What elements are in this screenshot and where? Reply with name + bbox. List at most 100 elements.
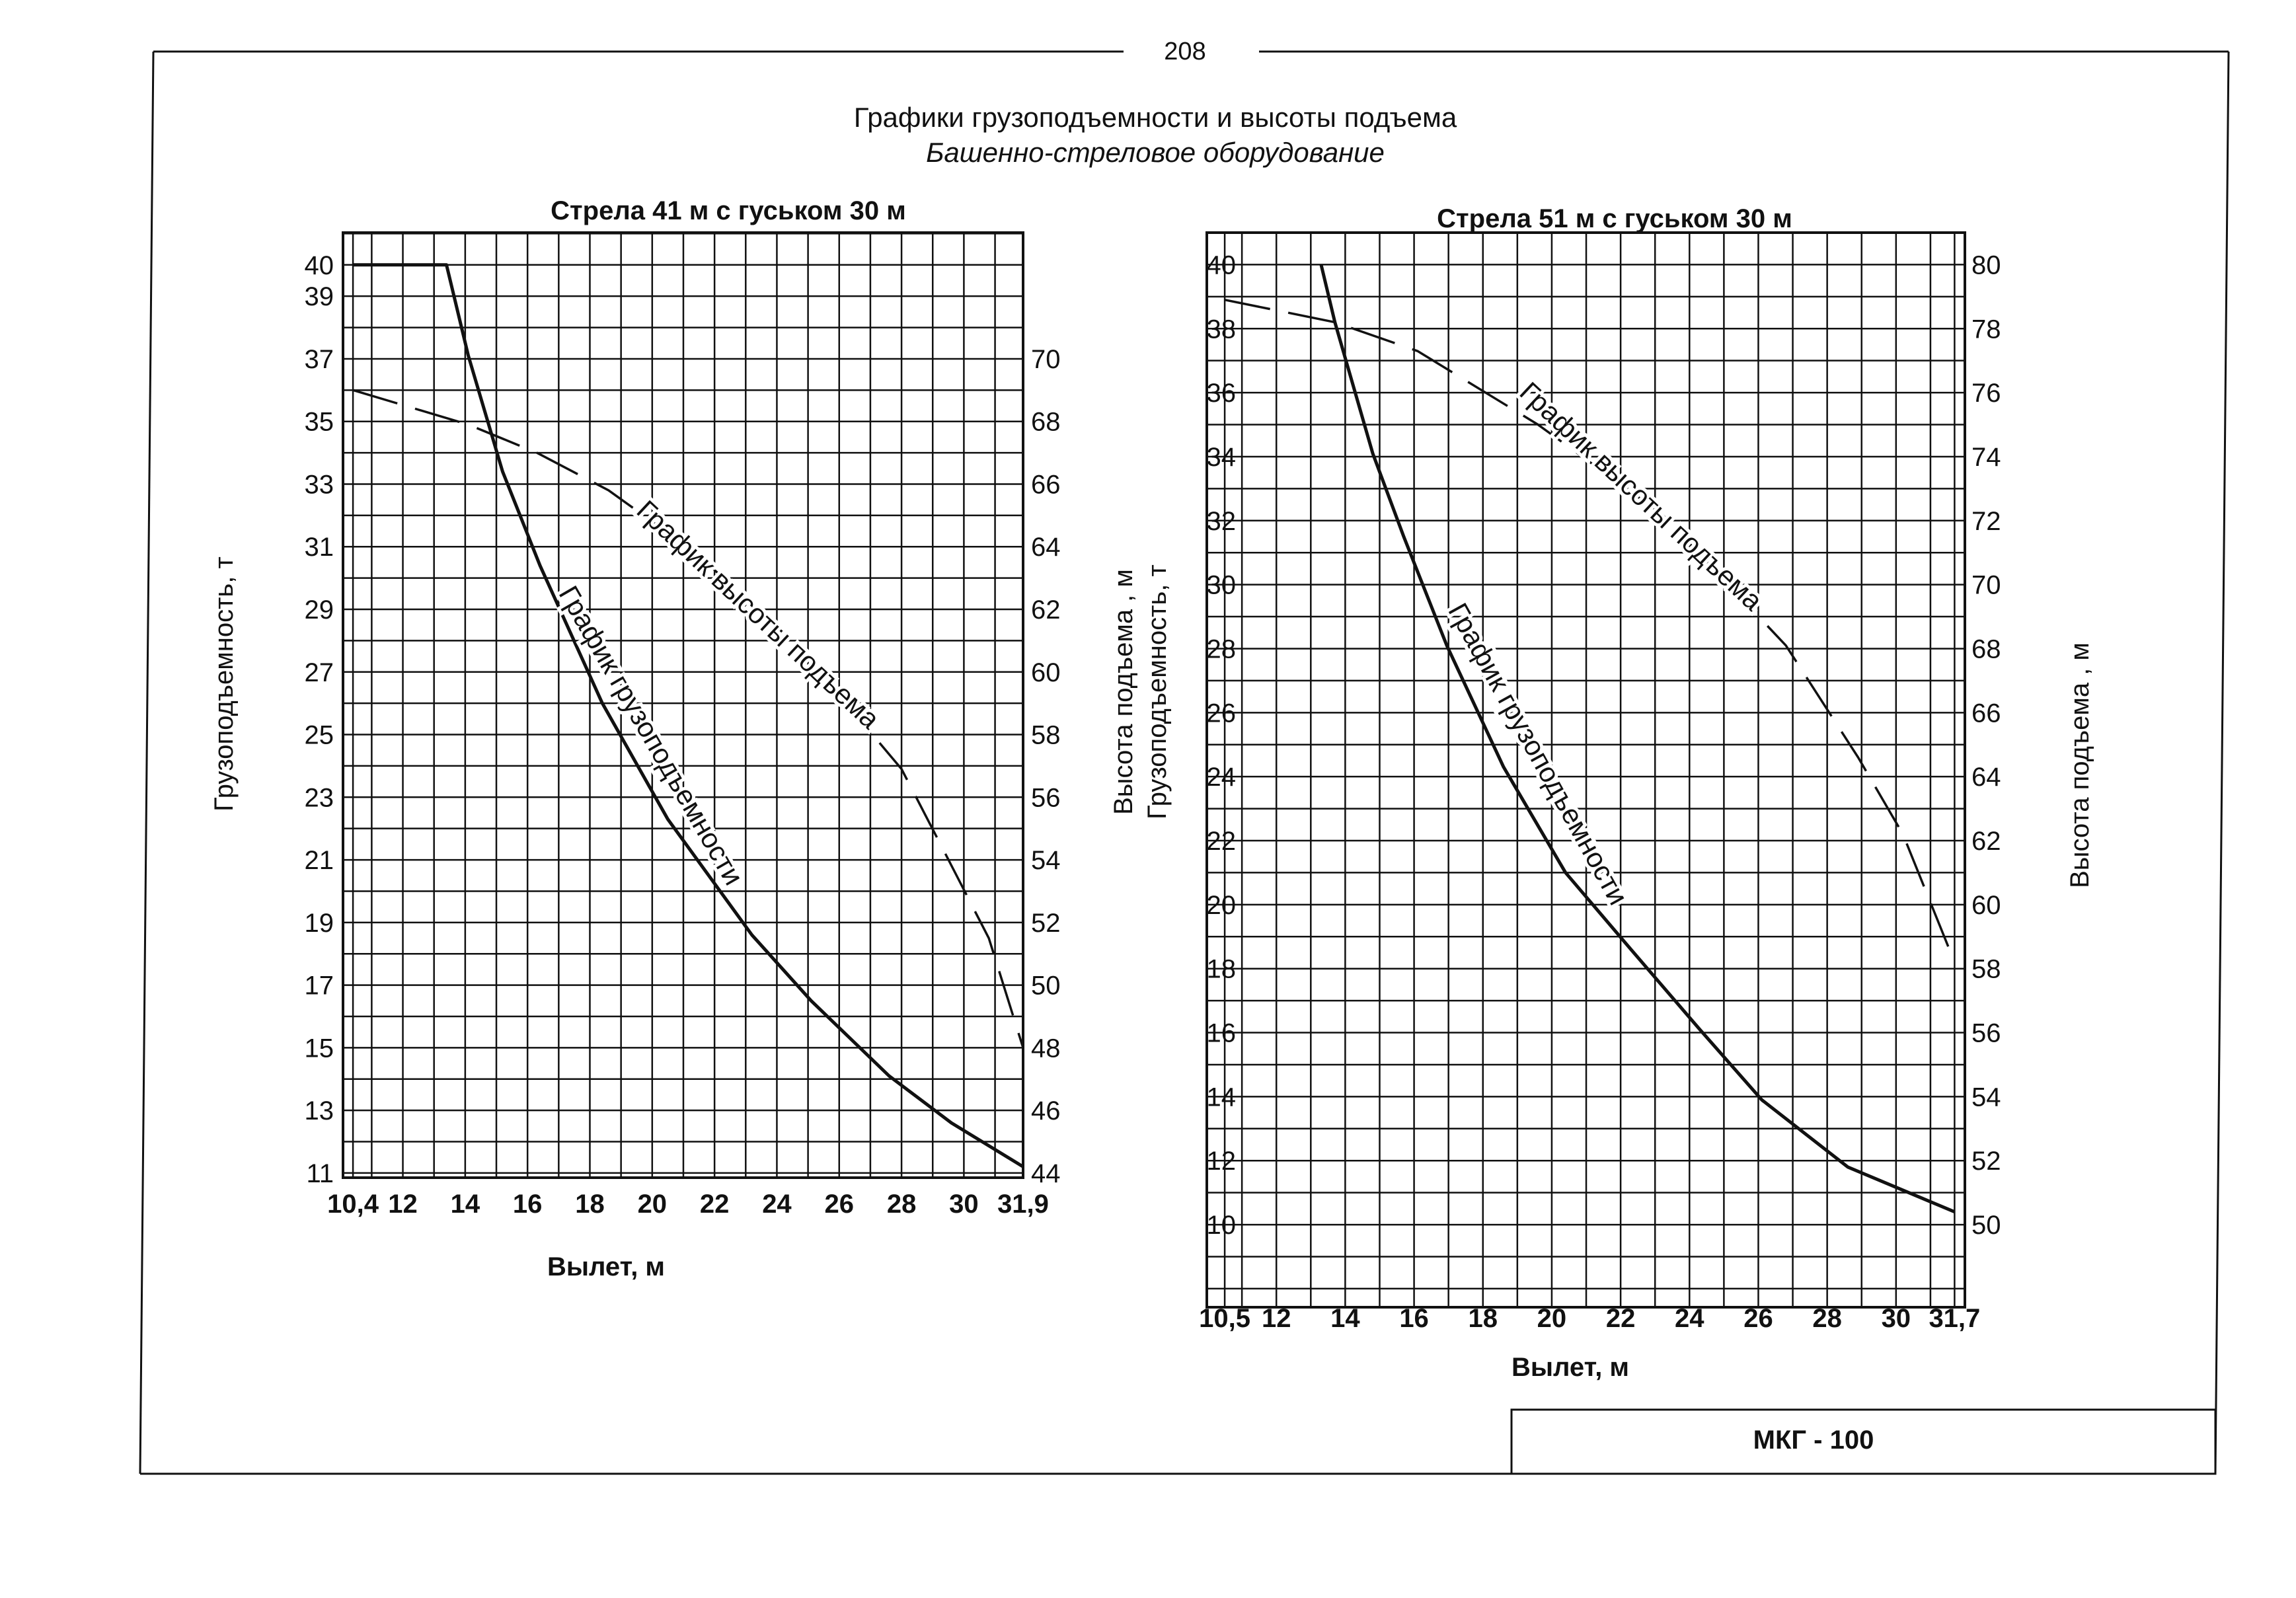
load-capacity-line: [1319, 264, 1956, 1214]
load-curve-label: График грузоподъемности: [1442, 598, 1634, 910]
y2-tick-label: 56: [1031, 783, 1061, 812]
y2-tick-label: 62: [1031, 595, 1061, 625]
y-tick-label: 18: [1207, 955, 1237, 984]
page-title: Графики грузоподъемности и высоты подъем…: [854, 102, 1457, 133]
y-tick-label: 34: [1207, 443, 1237, 472]
x-tick-label: 14: [451, 1190, 480, 1219]
lift-height-line: [1224, 298, 1956, 963]
y2-tick-label: 68: [1971, 634, 2001, 664]
y2-tick-label: 60: [1971, 891, 2001, 920]
y-tick-label: 28: [1207, 634, 1237, 664]
y-tick-label: 26: [1207, 699, 1237, 728]
y2-tick-label: 66: [1971, 699, 2001, 728]
grid: [1207, 231, 1965, 1307]
y-tick-label: 10: [1207, 1211, 1237, 1240]
x-tick-label: 18: [575, 1190, 605, 1219]
x-tick-label: 16: [513, 1190, 543, 1219]
y2-tick-label: 52: [1971, 1147, 2001, 1176]
x-tick-label: 26: [1743, 1304, 1773, 1333]
x-axis-label: Вылет, м: [547, 1252, 665, 1281]
x-tick-label: 28: [1812, 1304, 1842, 1333]
y-tick-label: 33: [305, 470, 334, 499]
x-tick-label: 22: [1606, 1304, 1636, 1333]
y-tick-label: 11: [306, 1159, 334, 1188]
y2-axis-label: Высота подъема , м: [2065, 642, 2094, 888]
x-tick-label: 16: [1399, 1304, 1429, 1333]
stamp-text: МКГ - 100: [1753, 1426, 1874, 1455]
y-axis-label: Грузоподъемность, т: [210, 556, 239, 812]
y2-tick-label: 58: [1031, 721, 1061, 750]
y-tick-label: 40: [1207, 250, 1237, 280]
y-axis-label: Грузоподъемность, т: [1143, 564, 1172, 819]
y2-tick-label: 68: [1031, 408, 1061, 437]
x-tick-label: 24: [762, 1190, 792, 1219]
y-tick-label: 14: [1207, 1083, 1237, 1112]
y-tick-label: 40: [305, 251, 334, 280]
plot-frame: [342, 231, 1024, 1179]
y2-tick-label: 44: [1031, 1159, 1061, 1188]
y-tick-label: 16: [1207, 1019, 1237, 1048]
load-capacity-line: [353, 263, 1024, 1168]
frame-right: [2214, 51, 2230, 1474]
x-tick-label: 14: [1330, 1304, 1360, 1333]
y-tick-label: 37: [305, 345, 334, 374]
page-subtitle: Башенно-стреловое оборудование: [926, 137, 1385, 168]
y2-tick-label: 78: [1971, 315, 2001, 344]
y-tick-label: 23: [305, 783, 334, 812]
y2-tick-label: 74: [1971, 443, 2001, 472]
x-axis-label: Вылет, м: [1512, 1353, 1629, 1382]
y-tick-label: 25: [305, 721, 334, 750]
chart-boom-51: Стрела 51 м с гуськом 30 м Высота подъем…: [1109, 204, 2094, 1382]
y2-tick-label: 76: [1971, 379, 2001, 408]
y2-tick-label: 72: [1971, 507, 2001, 536]
y-tick-label: 17: [305, 971, 334, 1001]
y-tick-label: 20: [1207, 891, 1237, 920]
x-tick-label: 20: [1537, 1304, 1567, 1333]
chart-title: Стрела 51 м с гуськом 30 м: [1437, 204, 1792, 233]
y-tick-label: 22: [1207, 827, 1237, 856]
y2-tick-label: 46: [1031, 1096, 1061, 1125]
x-tick-label: 10,4: [327, 1190, 379, 1219]
x-tick-label: 20: [638, 1190, 668, 1219]
y2-tick-label: 58: [1971, 955, 2001, 984]
y2-tick-label: 62: [1971, 827, 2001, 856]
y2-tick-label: 64: [1971, 763, 2001, 792]
frame-left: [139, 51, 155, 1474]
x-tick-label: 26: [825, 1190, 855, 1219]
x-tick-label: 28: [887, 1190, 917, 1219]
y2-tick-label: 50: [1031, 971, 1061, 1001]
y-tick-label: 30: [1207, 571, 1237, 600]
y2-tick-label: 54: [1031, 846, 1061, 875]
y2-tick-label: 66: [1031, 470, 1061, 499]
y-tick-label: 15: [305, 1034, 334, 1063]
y2-tick-label: 70: [1031, 345, 1061, 374]
y2-tick-label: 80: [1971, 250, 2001, 280]
x-tick-label: 12: [388, 1190, 418, 1219]
y2-tick-label: 50: [1971, 1211, 2001, 1240]
y-tick-label: 13: [305, 1096, 334, 1125]
y-tick-label: 27: [305, 658, 334, 687]
y-tick-label: 12: [1207, 1147, 1237, 1176]
x-tick-label: 31,7: [1929, 1304, 1980, 1333]
y-tick-label: 38: [1207, 315, 1237, 344]
stamp-box: [1510, 1408, 2217, 1475]
grid: [343, 233, 1024, 1178]
x-tick-label: 18: [1469, 1304, 1498, 1333]
y2-tick-label: 48: [1031, 1034, 1061, 1063]
y-tick-label: 24: [1207, 763, 1237, 792]
y-axis-outer-label: Высота подъема , м: [1109, 569, 1138, 815]
x-tick-label: 30: [1882, 1304, 1911, 1333]
y-tick-label: 31: [305, 533, 334, 562]
x-tick-label: 22: [700, 1190, 730, 1219]
y2-tick-label: 70: [1971, 571, 2001, 600]
y2-tick-label: 64: [1031, 533, 1061, 562]
height-curve-label: График высоты подъема: [631, 494, 886, 735]
y-tick-label: 36: [1207, 379, 1237, 408]
page-number: 208: [1164, 38, 1205, 65]
plot-frame: [1205, 231, 1966, 1309]
y-tick-label: 32: [1207, 507, 1237, 536]
y-tick-label: 21: [305, 846, 334, 875]
y2-tick-label: 54: [1971, 1083, 2001, 1112]
lift-height-line: [352, 389, 1024, 1048]
